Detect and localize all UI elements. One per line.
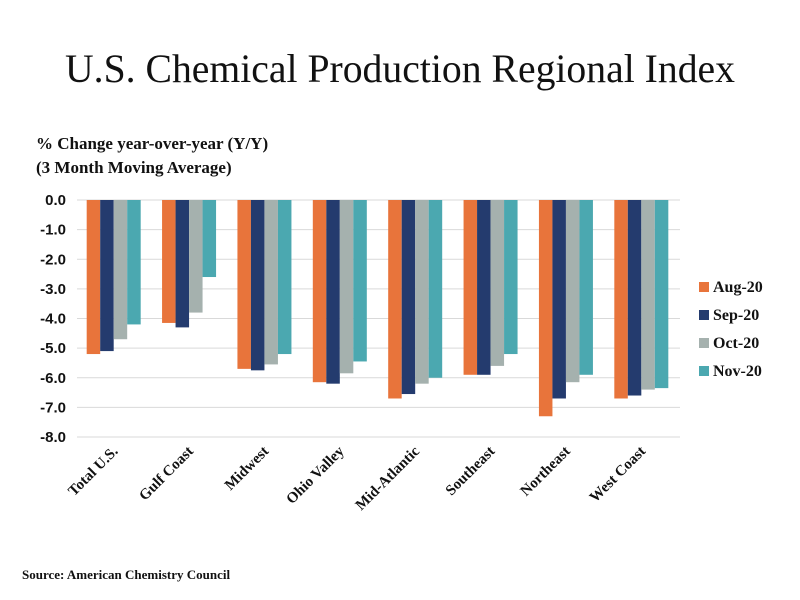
bar-sep-20-northeast xyxy=(552,200,566,399)
y-tick-label: -5.0 xyxy=(40,340,66,357)
chart-subtitle-line-2: (3 Month Moving Average) xyxy=(36,158,232,177)
legend: Aug-20 Sep-20 Oct-20 Nov-20 xyxy=(699,279,763,380)
bar-oct-20-gulf-coast xyxy=(189,200,203,313)
bar-nov-20-gulf-coast xyxy=(202,200,217,278)
bar-oct-20-total-u-s xyxy=(113,200,128,340)
bar-aug-20-gulf-coast xyxy=(162,200,176,323)
bar-oct-20-mid-atlantic xyxy=(415,200,429,384)
bar-aug-20-mid-atlantic xyxy=(388,200,402,399)
bar-nov-20-total-u-s xyxy=(127,200,141,325)
bar-oct-20-ohio-valley xyxy=(339,200,354,374)
bar-aug-20-ohio-valley xyxy=(312,200,327,383)
legend-label-aug-20: Aug-20 xyxy=(713,279,763,296)
bar-oct-20-southeast xyxy=(490,200,505,366)
y-tick-label: -8.0 xyxy=(40,429,66,446)
bar-sep-20-gulf-coast xyxy=(175,200,190,328)
bar-nov-20-southeast xyxy=(504,200,518,355)
legend-label-nov-20: Nov-20 xyxy=(713,363,762,380)
y-tick-label: -2.0 xyxy=(40,251,66,268)
bar-aug-20-southeast xyxy=(463,200,478,375)
bar-sep-20-southeast xyxy=(477,200,491,375)
x-tick-label: Midwest xyxy=(222,444,272,494)
y-tick-label: -6.0 xyxy=(40,370,66,387)
x-tick-label: Gulf Coast xyxy=(136,444,197,505)
x-tick-label: Southeast xyxy=(443,444,499,500)
x-tick-label: Northeast xyxy=(518,444,574,500)
bars xyxy=(86,200,669,417)
y-tick-label: -1.0 xyxy=(40,222,66,239)
y-tick-label: -3.0 xyxy=(40,281,66,298)
legend-swatch-nov-20 xyxy=(699,366,709,376)
bar-nov-20-ohio-valley xyxy=(353,200,367,362)
source-note: Source: American Chemistry Council xyxy=(22,567,230,582)
legend-label-oct-20: Oct-20 xyxy=(713,335,759,352)
bar-sep-20-total-u-s xyxy=(100,200,114,352)
legend-swatch-aug-20 xyxy=(699,282,709,292)
chart-title: U.S. Chemical Production Regional Index xyxy=(65,46,735,91)
bar-nov-20-midwest xyxy=(277,200,292,355)
x-tick-label: West Coast xyxy=(587,444,649,506)
bar-oct-20-west-coast xyxy=(641,200,655,390)
bar-oct-20-midwest xyxy=(264,200,278,365)
x-tick-label: Total U.S. xyxy=(65,443,121,499)
legend-swatch-oct-20 xyxy=(699,338,709,348)
bar-nov-20-west-coast xyxy=(654,200,669,389)
x-tick-label: Mid-Atlantic xyxy=(353,443,423,513)
y-axis-ticks: 0.0 -1.0 -2.0 -3.0 -4.0 -5.0 -6.0 -7.0 -8.0 xyxy=(40,192,66,446)
bar-nov-20-northeast xyxy=(579,200,593,375)
bar-aug-20-total-u-s xyxy=(86,200,101,355)
x-tick-label: Ohio Valley xyxy=(284,443,348,507)
y-tick-label: 0.0 xyxy=(45,192,66,209)
legend-swatch-sep-20 xyxy=(699,310,709,320)
bar-sep-20-midwest xyxy=(250,200,265,371)
bar-sep-20-ohio-valley xyxy=(326,200,340,384)
y-tick-label: -7.0 xyxy=(40,399,66,416)
bar-sep-20-mid-atlantic xyxy=(401,200,416,395)
bar-sep-20-west-coast xyxy=(627,200,642,396)
y-tick-label: -4.0 xyxy=(40,311,66,328)
bar-nov-20-mid-atlantic xyxy=(428,200,443,378)
bar-oct-20-northeast xyxy=(565,200,580,383)
bar-aug-20-west-coast xyxy=(614,200,628,399)
x-axis-ticks: Total U.S. Gulf Coast Midwest Ohio Valley Mi… xyxy=(65,443,649,514)
chart-subtitle-line-1: % Change year-over-year (Y/Y) xyxy=(36,134,268,153)
legend-label-sep-20: Sep-20 xyxy=(713,307,759,324)
bar-aug-20-northeast xyxy=(538,200,553,417)
bar-aug-20-midwest xyxy=(237,200,251,369)
